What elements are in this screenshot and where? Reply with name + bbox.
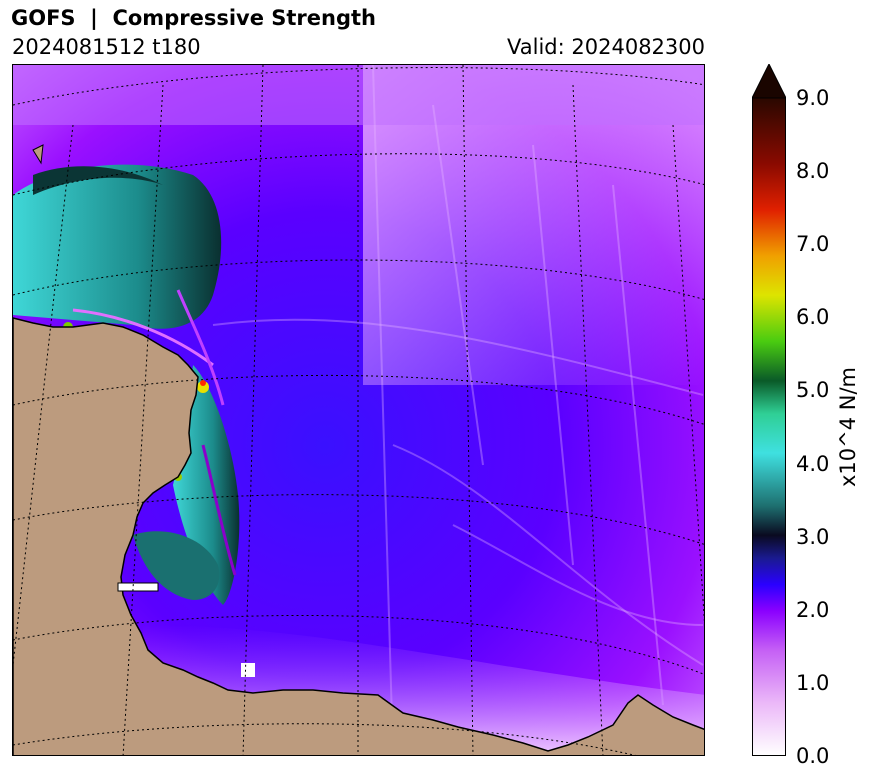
top-ice-band: [13, 65, 704, 125]
colorbar-tick: 1.0: [796, 671, 830, 695]
colorbar-tick: 8.0: [796, 159, 830, 183]
map-title: GOFS | Compressive Strength: [11, 6, 376, 30]
high-strength-ice-south: [133, 531, 220, 600]
map-canvas: [13, 65, 704, 755]
colorbar-extend-arrow: [752, 64, 786, 99]
lead-line-2: [176, 289, 225, 406]
hotspot-red: [200, 380, 206, 386]
colorbar-tick: 7.0: [796, 232, 830, 256]
colorbar-units-label: x10^4 N/m: [836, 366, 860, 488]
colorbar-tick: 6.0: [796, 305, 830, 329]
colorbar-tick: 0.0: [796, 744, 830, 768]
hotspot-yellow: [197, 381, 209, 393]
colorbar-tick: 4.0: [796, 452, 830, 476]
colorbar-tick: 9.0: [796, 86, 830, 110]
map-panel: [12, 64, 705, 756]
colorbar: [752, 64, 786, 756]
colorbar-tick: 3.0: [796, 525, 830, 549]
small-island: [32, 144, 44, 165]
lead-line-3: [201, 444, 237, 576]
colorbar-tick: 5.0: [796, 378, 830, 402]
ridge-streaks: [212, 65, 704, 755]
run-time-label: 2024081512 t180: [12, 35, 201, 59]
dark-ice-patch: [33, 166, 163, 195]
colorbar-gradient: [752, 97, 786, 756]
ice-shelf-notch: [117, 582, 159, 592]
land-coast: [13, 317, 704, 755]
polynya-white: [241, 663, 255, 677]
lead-line-1: [72, 308, 214, 367]
high-strength-ice-north: [13, 164, 222, 329]
valid-time-label: Valid: 2024082300: [507, 35, 705, 59]
colorbar-tick: 2.0: [796, 598, 830, 622]
graticule: [13, 65, 704, 755]
